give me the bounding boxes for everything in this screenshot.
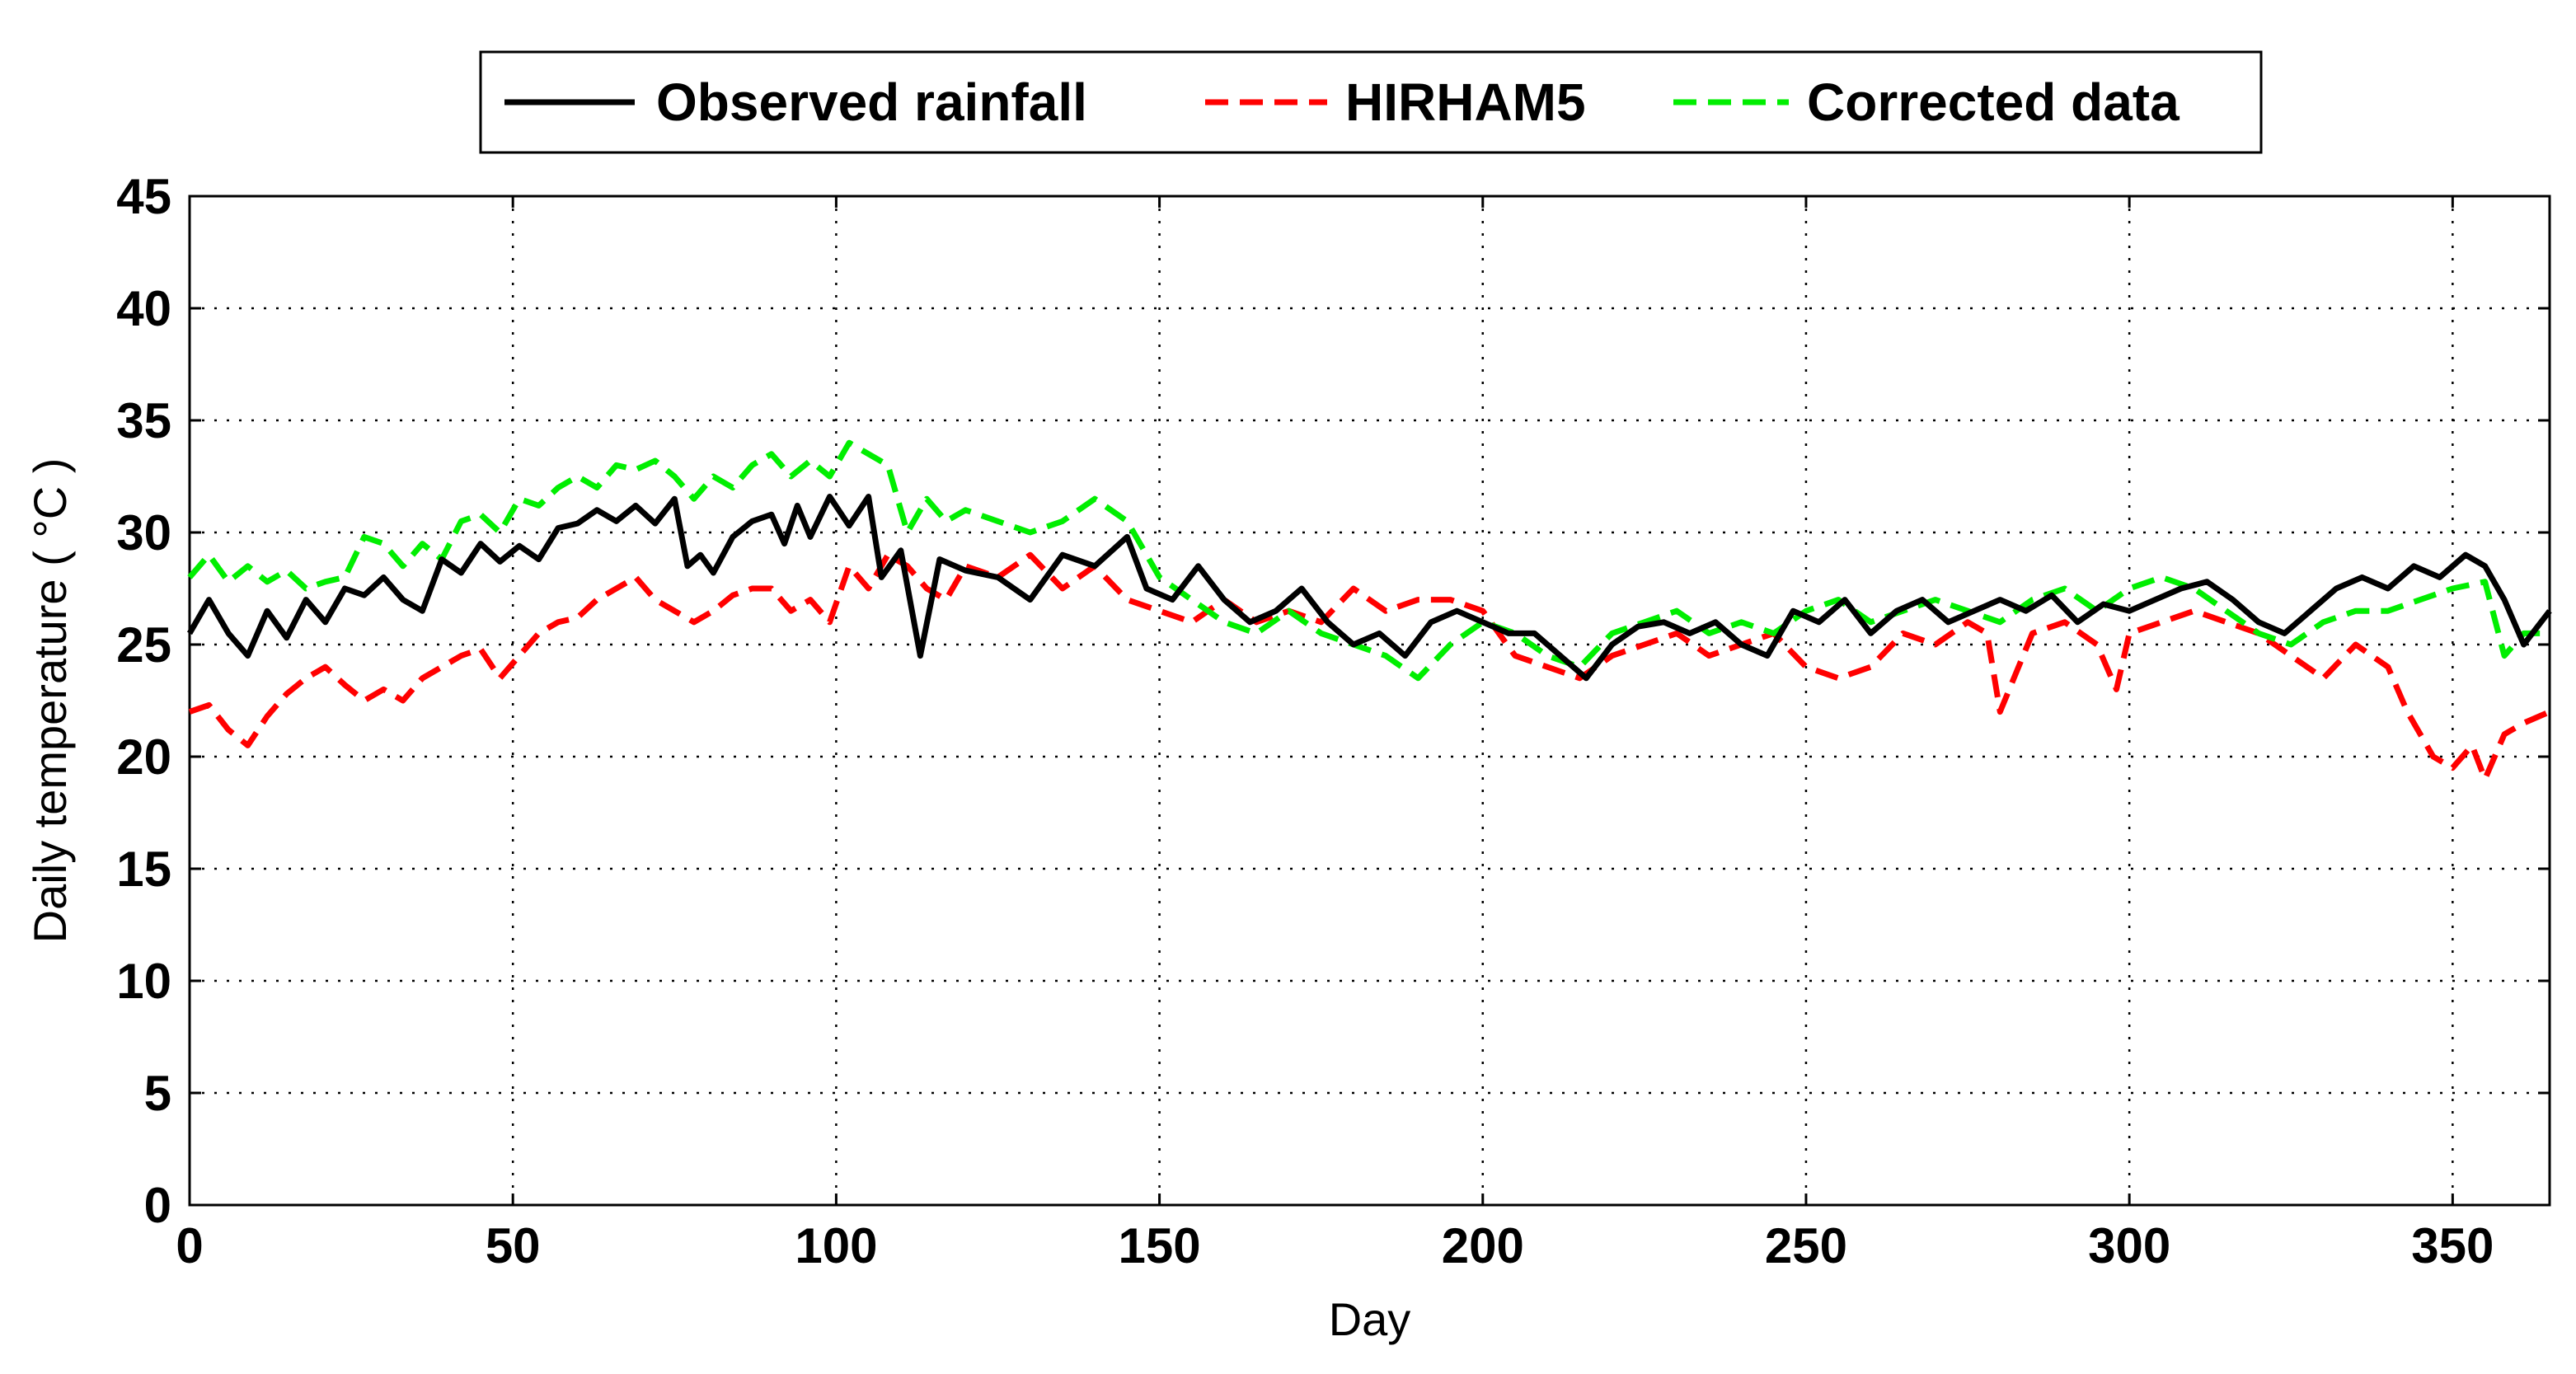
- legend-label-hirham: HIRHAM5: [1345, 73, 1586, 132]
- y-tick-label: 40: [116, 281, 171, 336]
- series-hirham-line: [188, 551, 2551, 782]
- x-axis-title: Day: [1329, 1293, 1411, 1345]
- x-tick-label: 150: [1119, 1218, 1201, 1273]
- series-group: [186, 439, 2552, 782]
- x-tick-label: 50: [486, 1218, 541, 1273]
- x-tick-label: 200: [1442, 1218, 1524, 1273]
- y-tick-label: 15: [116, 842, 171, 897]
- series-corrected-line: [187, 439, 2550, 682]
- y-tick-label: 45: [116, 169, 171, 224]
- x-tick-label: 300: [2088, 1218, 2170, 1273]
- y-tick-label: 10: [116, 954, 171, 1009]
- series-observed-line: [186, 494, 2552, 682]
- axis-ticks: 0 50 100 150 200 250 300 350 0 5 10 15 20 25 30 35 40 45: [116, 169, 2550, 1273]
- y-tick-label: 20: [116, 729, 171, 785]
- y-tick-label: 30: [116, 505, 171, 560]
- x-tick-label: 250: [1765, 1218, 1847, 1273]
- y-tick-label: 25: [116, 617, 171, 673]
- legend-box: [479, 50, 2263, 154]
- y-tick-label: 0: [144, 1178, 171, 1233]
- legend-label-observed: Observed rainfall: [656, 73, 1087, 132]
- y-tick-label: 5: [144, 1066, 171, 1121]
- y-axis-title: Daily temperature ( °C ): [24, 458, 76, 944]
- x-tick-label: 0: [176, 1218, 203, 1273]
- grid-lines: [190, 196, 2550, 1205]
- y-tick-label: 35: [116, 393, 171, 448]
- legend-label-corrected: Corrected data: [1807, 73, 2180, 132]
- x-tick-label: 350: [2411, 1218, 2494, 1273]
- legend: Observed rainfall HIRHAM5 Corrected data: [479, 50, 2263, 154]
- plot-area: [188, 195, 2551, 1207]
- x-tick-label: 100: [795, 1218, 877, 1273]
